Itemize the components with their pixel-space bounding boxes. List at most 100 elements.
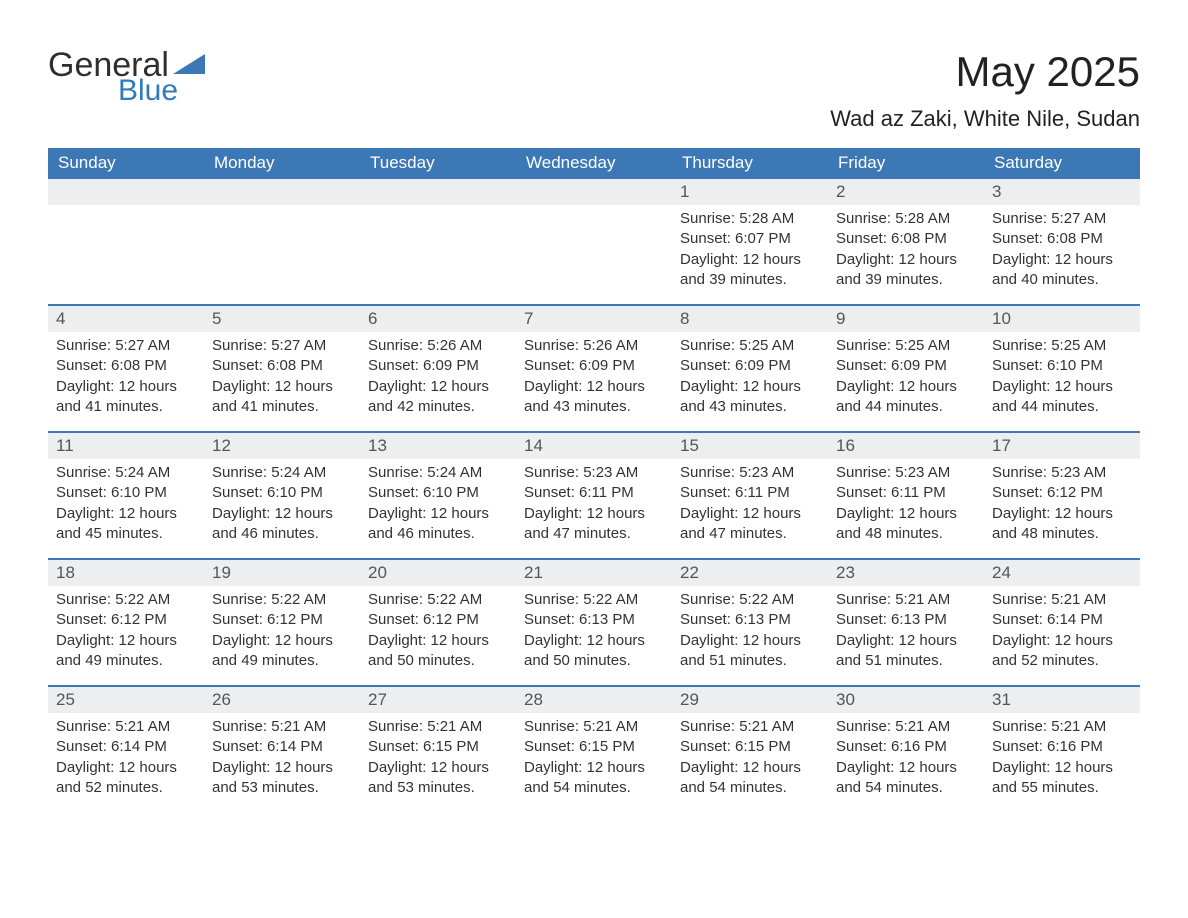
day-number: 12	[204, 433, 360, 459]
cell-line: Daylight: 12 hours	[836, 377, 976, 397]
cell-line: Sunset: 6:08 PM	[992, 229, 1132, 249]
cell-line: and 48 minutes.	[992, 524, 1132, 544]
cell-line: and 44 minutes.	[836, 397, 976, 417]
cell-line: Sunset: 6:12 PM	[368, 610, 508, 630]
cell-body: Sunrise: 5:25 AMSunset: 6:10 PMDaylight:…	[984, 332, 1140, 417]
cell-body: Sunrise: 5:25 AMSunset: 6:09 PMDaylight:…	[672, 332, 828, 417]
cell-line: Sunset: 6:09 PM	[680, 356, 820, 376]
calendar-cell: 20Sunrise: 5:22 AMSunset: 6:12 PMDayligh…	[360, 560, 516, 685]
cell-line: Daylight: 12 hours	[524, 377, 664, 397]
cell-line: Sunrise: 5:21 AM	[56, 717, 196, 737]
cell-line: and 52 minutes.	[992, 651, 1132, 671]
dayhead-wednesday: Wednesday	[516, 148, 672, 179]
cell-body: Sunrise: 5:27 AMSunset: 6:08 PMDaylight:…	[204, 332, 360, 417]
cell-line: Daylight: 12 hours	[680, 250, 820, 270]
day-number: 9	[828, 306, 984, 332]
cell-line: Sunset: 6:11 PM	[524, 483, 664, 503]
cell-line: Sunset: 6:12 PM	[212, 610, 352, 630]
cell-line: and 39 minutes.	[836, 270, 976, 290]
day-number: 8	[672, 306, 828, 332]
cell-body: Sunrise: 5:21 AMSunset: 6:14 PMDaylight:…	[204, 713, 360, 798]
cell-body: Sunrise: 5:23 AMSunset: 6:12 PMDaylight:…	[984, 459, 1140, 544]
cell-line: Daylight: 12 hours	[524, 631, 664, 651]
cell-body: Sunrise: 5:28 AMSunset: 6:08 PMDaylight:…	[828, 205, 984, 290]
cell-body: Sunrise: 5:21 AMSunset: 6:13 PMDaylight:…	[828, 586, 984, 671]
cell-body: Sunrise: 5:21 AMSunset: 6:15 PMDaylight:…	[360, 713, 516, 798]
dayhead-saturday: Saturday	[984, 148, 1140, 179]
cell-line: Sunrise: 5:27 AM	[212, 336, 352, 356]
cell-line: Daylight: 12 hours	[368, 504, 508, 524]
day-number: 24	[984, 560, 1140, 586]
cell-line: and 53 minutes.	[212, 778, 352, 798]
cell-body: Sunrise: 5:22 AMSunset: 6:13 PMDaylight:…	[516, 586, 672, 671]
day-number: 13	[360, 433, 516, 459]
cell-line: and 43 minutes.	[680, 397, 820, 417]
day-number: 30	[828, 687, 984, 713]
cell-line: Sunset: 6:13 PM	[680, 610, 820, 630]
cell-body: Sunrise: 5:25 AMSunset: 6:09 PMDaylight:…	[828, 332, 984, 417]
day-number: 14	[516, 433, 672, 459]
cell-line: Daylight: 12 hours	[56, 758, 196, 778]
cell-line: Sunrise: 5:21 AM	[992, 590, 1132, 610]
cell-body: Sunrise: 5:23 AMSunset: 6:11 PMDaylight:…	[516, 459, 672, 544]
cell-line: and 55 minutes.	[992, 778, 1132, 798]
calendar-cell: 18Sunrise: 5:22 AMSunset: 6:12 PMDayligh…	[48, 560, 204, 685]
day-number: 15	[672, 433, 828, 459]
day-number: 7	[516, 306, 672, 332]
calendar-cell: 12Sunrise: 5:24 AMSunset: 6:10 PMDayligh…	[204, 433, 360, 558]
day-number: 5	[204, 306, 360, 332]
cell-line: Sunset: 6:16 PM	[836, 737, 976, 757]
calendar-cell: 21Sunrise: 5:22 AMSunset: 6:13 PMDayligh…	[516, 560, 672, 685]
cell-line: Sunset: 6:10 PM	[368, 483, 508, 503]
cell-line: Daylight: 12 hours	[992, 377, 1132, 397]
day-number: 4	[48, 306, 204, 332]
cell-line: Sunset: 6:15 PM	[368, 737, 508, 757]
cell-line: Sunrise: 5:22 AM	[368, 590, 508, 610]
cell-line: and 53 minutes.	[368, 778, 508, 798]
cell-line: and 51 minutes.	[836, 651, 976, 671]
calendar-cell: 30Sunrise: 5:21 AMSunset: 6:16 PMDayligh…	[828, 687, 984, 812]
cell-line: and 39 minutes.	[680, 270, 820, 290]
cell-body: Sunrise: 5:27 AMSunset: 6:08 PMDaylight:…	[48, 332, 204, 417]
cell-line: and 49 minutes.	[212, 651, 352, 671]
calendar-cell: 25Sunrise: 5:21 AMSunset: 6:14 PMDayligh…	[48, 687, 204, 812]
day-number: 23	[828, 560, 984, 586]
cell-body: Sunrise: 5:27 AMSunset: 6:08 PMDaylight:…	[984, 205, 1140, 290]
cell-line: Daylight: 12 hours	[56, 377, 196, 397]
cell-line: and 46 minutes.	[368, 524, 508, 544]
cell-line: Sunrise: 5:24 AM	[212, 463, 352, 483]
cell-line: Sunrise: 5:22 AM	[56, 590, 196, 610]
cell-line: and 46 minutes.	[212, 524, 352, 544]
cell-line: Daylight: 12 hours	[680, 758, 820, 778]
cell-line: Sunrise: 5:27 AM	[992, 209, 1132, 229]
cell-line: and 41 minutes.	[56, 397, 196, 417]
cell-line: Sunrise: 5:21 AM	[992, 717, 1132, 737]
cell-line: Sunset: 6:08 PM	[56, 356, 196, 376]
calendar-cell: 11Sunrise: 5:24 AMSunset: 6:10 PMDayligh…	[48, 433, 204, 558]
day-number: 27	[360, 687, 516, 713]
cell-line: Sunrise: 5:28 AM	[836, 209, 976, 229]
dayhead-monday: Monday	[204, 148, 360, 179]
cell-line: Sunset: 6:07 PM	[680, 229, 820, 249]
day-number	[204, 179, 360, 205]
calendar-cell	[516, 179, 672, 304]
cell-line: and 54 minutes.	[680, 778, 820, 798]
cell-line: Daylight: 12 hours	[56, 504, 196, 524]
calendar-cell	[48, 179, 204, 304]
day-number	[360, 179, 516, 205]
cell-line: Sunset: 6:15 PM	[524, 737, 664, 757]
calendar-cell: 8Sunrise: 5:25 AMSunset: 6:09 PMDaylight…	[672, 306, 828, 431]
cell-line: and 42 minutes.	[368, 397, 508, 417]
cell-line: and 45 minutes.	[56, 524, 196, 544]
cell-line: Sunrise: 5:21 AM	[368, 717, 508, 737]
cell-line: and 48 minutes.	[836, 524, 976, 544]
cell-line: and 44 minutes.	[992, 397, 1132, 417]
cell-line: Sunrise: 5:25 AM	[680, 336, 820, 356]
cell-line: Sunset: 6:16 PM	[992, 737, 1132, 757]
cell-body: Sunrise: 5:23 AMSunset: 6:11 PMDaylight:…	[672, 459, 828, 544]
day-number: 2	[828, 179, 984, 205]
cell-line: and 54 minutes.	[836, 778, 976, 798]
day-number: 21	[516, 560, 672, 586]
calendar-cell: 2Sunrise: 5:28 AMSunset: 6:08 PMDaylight…	[828, 179, 984, 304]
cell-line: Daylight: 12 hours	[368, 377, 508, 397]
